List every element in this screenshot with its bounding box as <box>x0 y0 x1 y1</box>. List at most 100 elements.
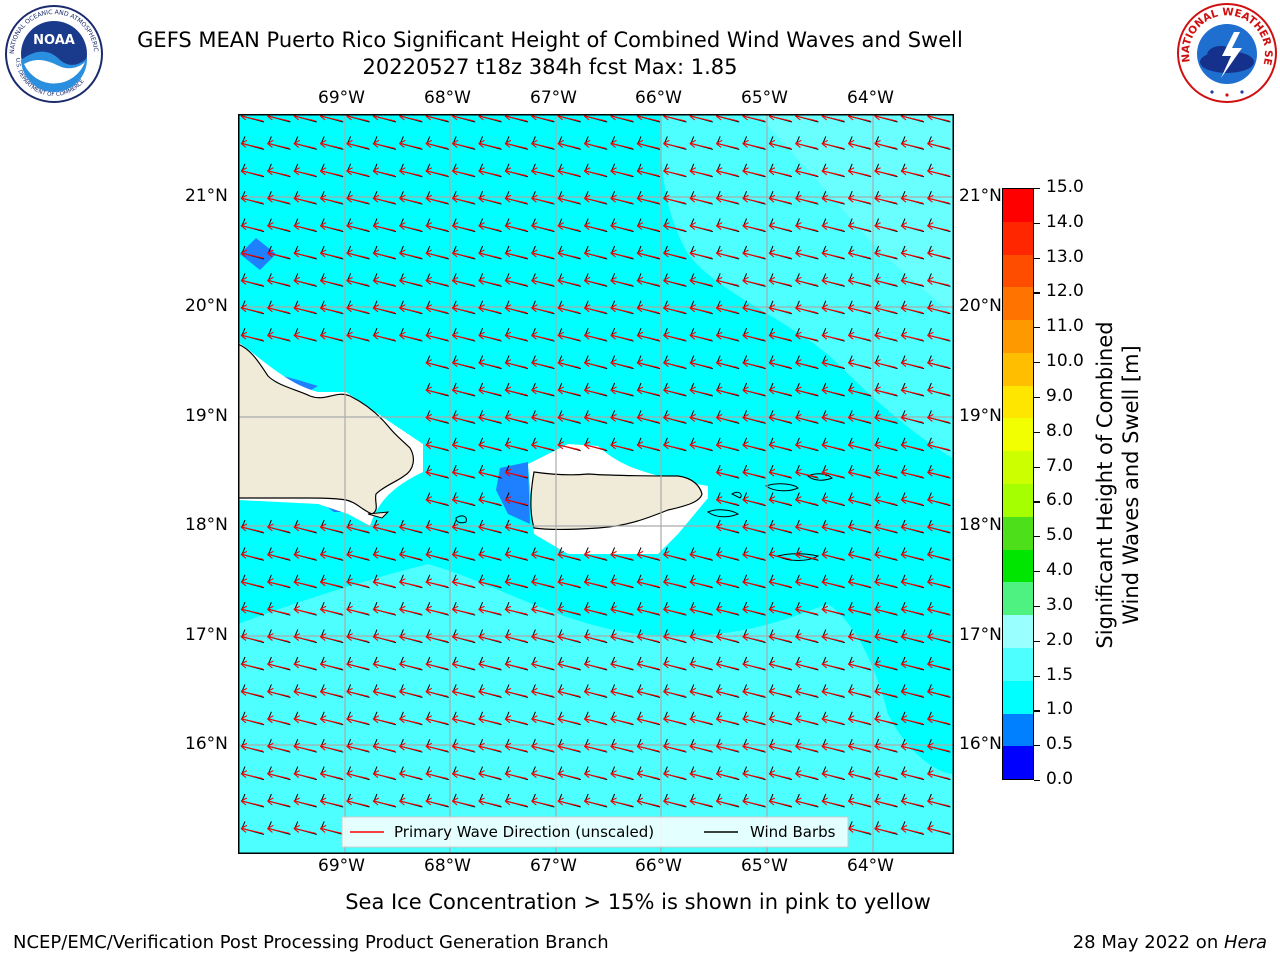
wave-direction-arrow <box>742 249 765 259</box>
wave-direction-arrow <box>583 550 607 560</box>
wave-direction-arrow <box>451 331 475 341</box>
wave-direction-arrow <box>768 742 792 752</box>
map-border <box>238 114 954 854</box>
wave-direction-arrow <box>240 523 264 533</box>
wave-direction-arrow <box>399 331 422 341</box>
wave-direction-arrow <box>478 523 501 533</box>
colorbar-swatch <box>1003 254 1033 288</box>
wave-direction-arrow <box>874 578 897 588</box>
lat-label-left-17n: 17°N <box>185 625 228 645</box>
wave-direction-arrow <box>636 276 660 286</box>
wave-direction-arrow <box>874 441 897 451</box>
wave-direction-arrow <box>874 687 897 697</box>
wave-direction-arrow <box>768 578 792 588</box>
wave-direction-arrow <box>900 139 924 149</box>
wave-direction-arrow <box>742 359 765 369</box>
colorbar-tick-mark <box>1034 675 1040 677</box>
wave-direction-arrow <box>795 359 818 369</box>
wave-direction-arrow <box>293 660 316 670</box>
wave-direction-arrow <box>240 742 264 752</box>
wave-direction-arrow <box>293 222 316 232</box>
wave-direction-arrow <box>900 824 924 834</box>
wave-direction-arrow <box>795 304 818 314</box>
land-puerto-rico <box>530 471 703 531</box>
wave-direction-arrow <box>319 139 343 149</box>
footer-date: 28 May 2022 on Hera <box>1073 932 1267 953</box>
wave-direction-arrow <box>583 304 607 314</box>
wave-direction-arrow <box>557 359 580 369</box>
wave-direction-arrow <box>636 687 660 697</box>
wave-direction-arrow <box>240 715 264 725</box>
wave-direction-arrow <box>663 139 686 149</box>
wave-direction-arrow <box>927 605 950 615</box>
wave-direction-arrow <box>319 276 343 286</box>
wave-direction-arrow <box>768 441 792 451</box>
land-virgin-islands <box>764 483 799 492</box>
wave-direction-arrow <box>346 249 369 259</box>
wave-direction-arrow <box>663 441 686 451</box>
wave-direction-arrow <box>504 222 528 232</box>
wave-direction-arrow <box>399 715 422 725</box>
wave-direction-arrow <box>821 167 844 177</box>
wave-direction-arrow <box>531 715 554 725</box>
chart-title: GEFS MEAN Puerto Rico Significant Height… <box>137 28 963 52</box>
colorbar-tick-label: 1.5 <box>1046 664 1074 685</box>
wave-direction-arrow <box>715 523 739 533</box>
colorbar-tick-label: 8.0 <box>1046 420 1074 441</box>
wave-direction-arrow <box>531 167 554 177</box>
wave-direction-arrow <box>583 742 607 752</box>
wave-direction-arrow <box>425 578 448 588</box>
wave-direction-arrow <box>531 578 554 588</box>
wave-direction-arrow <box>821 359 844 369</box>
wave-direction-arrow <box>610 770 633 780</box>
land-mona <box>455 515 467 524</box>
colorbar <box>1002 188 1034 780</box>
wave-direction-arrow <box>267 249 290 259</box>
colorbar-tick-label: 4.0 <box>1046 560 1074 581</box>
wave-direction-arrow <box>346 304 369 314</box>
wave-direction-arrow <box>689 605 712 615</box>
colorbar-swatch <box>1003 746 1033 780</box>
wave-direction-arrow <box>610 715 633 725</box>
wave-direction-arrow <box>821 715 844 725</box>
wave-direction-arrow <box>689 167 712 177</box>
colorbar-tick-label: 14.0 <box>1046 211 1084 232</box>
wave-direction-arrow <box>240 194 264 204</box>
wave-direction-arrow <box>900 496 924 506</box>
wave-direction-arrow <box>847 331 871 341</box>
wave-direction-arrow <box>874 468 897 478</box>
wave-direction-arrow <box>557 139 580 149</box>
wave-direction-arrow <box>768 194 792 204</box>
wave-direction-arrow <box>267 304 290 314</box>
wave-direction-arrow <box>847 441 871 451</box>
wave-direction-arrow <box>399 660 422 670</box>
wave-direction-arrow <box>715 304 739 314</box>
wave-direction-arrow <box>531 770 554 780</box>
wave-direction-arrow <box>425 167 448 177</box>
wave-direction-arrow <box>425 550 448 560</box>
wave-direction-arrow <box>847 194 871 204</box>
wave-direction-arrow <box>425 715 448 725</box>
wave-direction-arrow <box>927 523 950 533</box>
wave-direction-arrow <box>531 222 554 232</box>
wave-direction-arrow <box>319 660 343 670</box>
wave-direction-arrow <box>267 276 290 286</box>
wave-direction-arrow <box>504 386 528 396</box>
wave-direction-arrow <box>847 468 871 478</box>
wave-direction-arrow <box>451 633 475 643</box>
colorbar-swatch <box>1003 484 1033 517</box>
wave-direction-arrow <box>874 824 897 834</box>
lat-label-right-20n: 20°N <box>959 296 1002 316</box>
wave-direction-arrow <box>293 304 316 314</box>
wave-direction-arrow <box>795 687 818 697</box>
wave-direction-arrow <box>689 578 712 588</box>
map-panel: Primary Wave Direction (unscaled) Wind B… <box>238 114 954 854</box>
wave-direction-arrow <box>531 797 554 807</box>
wave-direction-arrow <box>583 413 607 423</box>
wave-direction-arrow <box>583 249 607 259</box>
wave-direction-arrow <box>715 687 739 697</box>
wave-direction-arrow <box>531 441 554 451</box>
wave-direction-arrow <box>689 304 712 314</box>
wave-direction-arrow <box>346 194 369 204</box>
wave-direction-arrow <box>927 276 950 286</box>
